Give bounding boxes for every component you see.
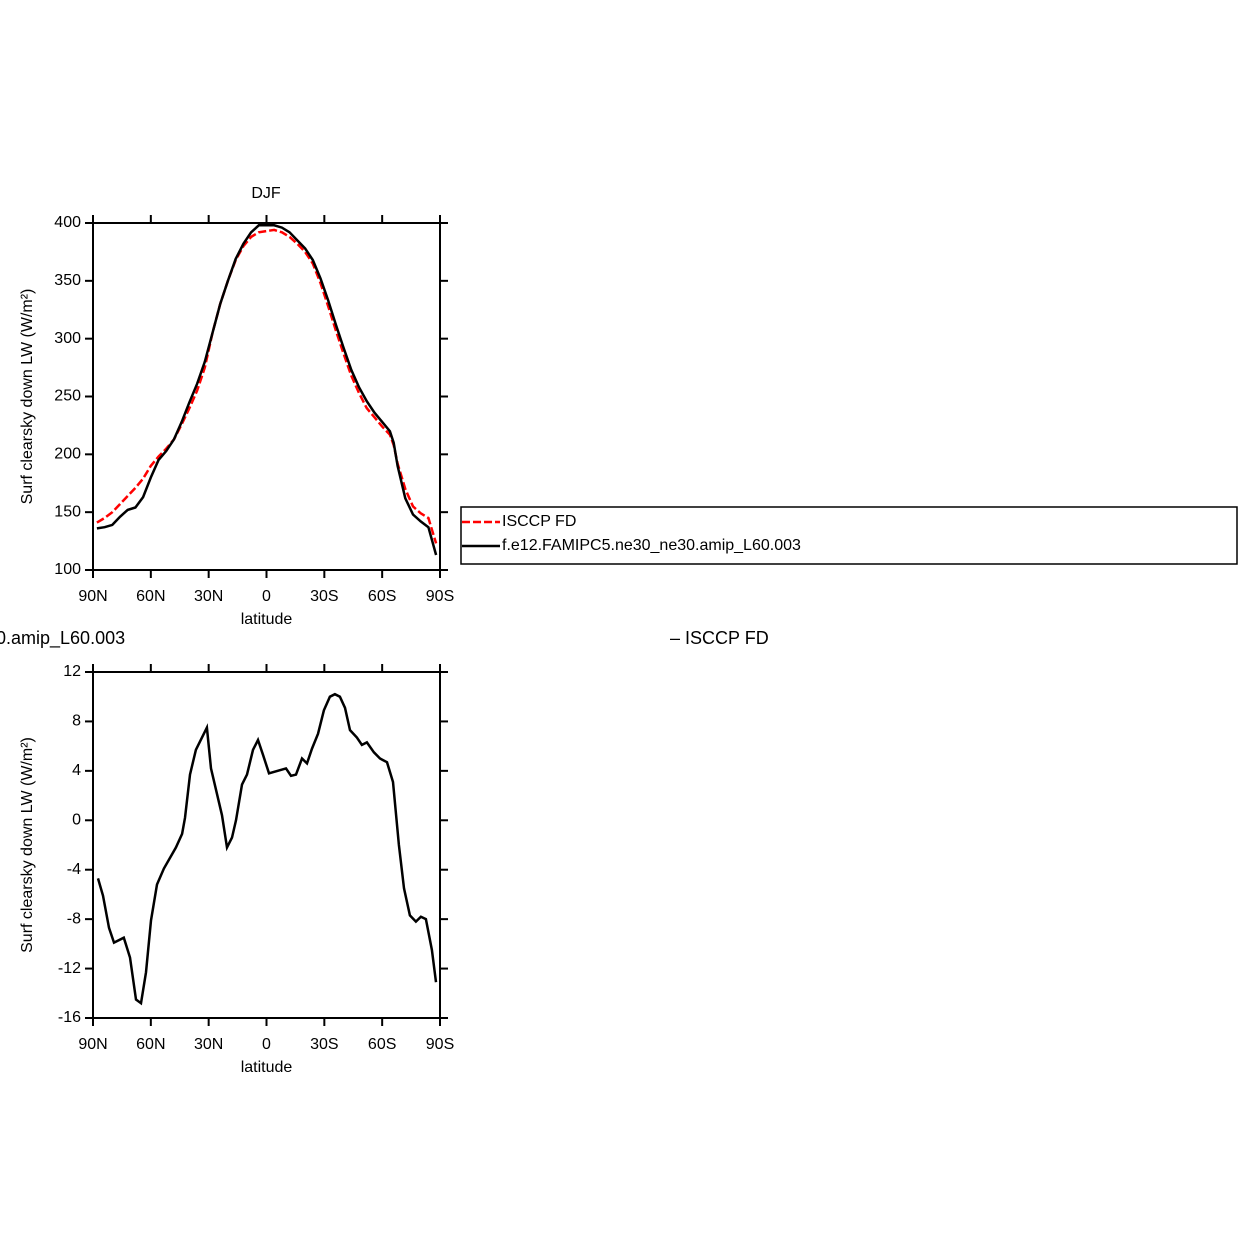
y-axis-label: Surf clearsky down LW (W/m²): [19, 289, 36, 505]
x-tick-label: 0: [262, 588, 271, 605]
x-tick-label: 90N: [78, 588, 107, 605]
y-tick-label: 8: [72, 713, 81, 730]
x-tick-label: 90N: [78, 1036, 107, 1053]
x-tick-label: 60N: [136, 588, 165, 605]
y-tick-label: 100: [54, 561, 81, 578]
x-tick-label: 30N: [194, 1036, 223, 1053]
y-tick-label: -4: [67, 861, 81, 878]
legend-box: [460, 506, 1238, 565]
x-axis-label: latitude: [241, 611, 293, 628]
legend-label: ISCCP FD: [502, 513, 576, 530]
y-tick-label: -16: [58, 1009, 81, 1026]
y-tick-label: 0: [72, 812, 81, 829]
chart-title: – ISCCP FD: [670, 628, 769, 648]
y-tick-label: 200: [54, 446, 81, 463]
y-tick-label: 12: [63, 663, 81, 680]
y-tick-label: 400: [54, 214, 81, 231]
chart-title: 0.amip_L60.003: [0, 628, 125, 649]
x-tick-label: 60S: [368, 1036, 396, 1053]
y-tick-label: -8: [67, 910, 81, 927]
y-axis-label: Surf clearsky down LW (W/m²): [19, 737, 36, 953]
legend-label: f.e12.FAMIPC5.ne30_ne30.amip_L60.003: [502, 537, 801, 554]
plot-frame: [92, 222, 441, 571]
x-axis-label: latitude: [241, 1059, 293, 1076]
x-tick-label: 30S: [310, 588, 338, 605]
y-tick-label: 250: [54, 388, 81, 405]
y-tick-label: 150: [54, 503, 81, 520]
data-line: [96, 228, 438, 544]
x-tick-label: 90S: [426, 588, 454, 605]
y-tick-label: 350: [54, 272, 81, 289]
data-line: [96, 224, 438, 556]
plot-frame: [92, 671, 441, 1019]
y-tick-label: 300: [54, 330, 81, 347]
x-tick-label: 0: [262, 1036, 271, 1053]
x-tick-label: 30N: [194, 588, 223, 605]
chart-title: DJF: [251, 185, 281, 202]
data-line: [96, 692, 438, 1006]
y-tick-label: 4: [72, 762, 81, 779]
x-tick-label: 90S: [426, 1036, 454, 1053]
x-tick-label: 60S: [368, 588, 396, 605]
y-tick-label: -12: [58, 960, 81, 977]
x-tick-label: 30S: [310, 1036, 338, 1053]
x-tick-label: 60N: [136, 1036, 165, 1053]
